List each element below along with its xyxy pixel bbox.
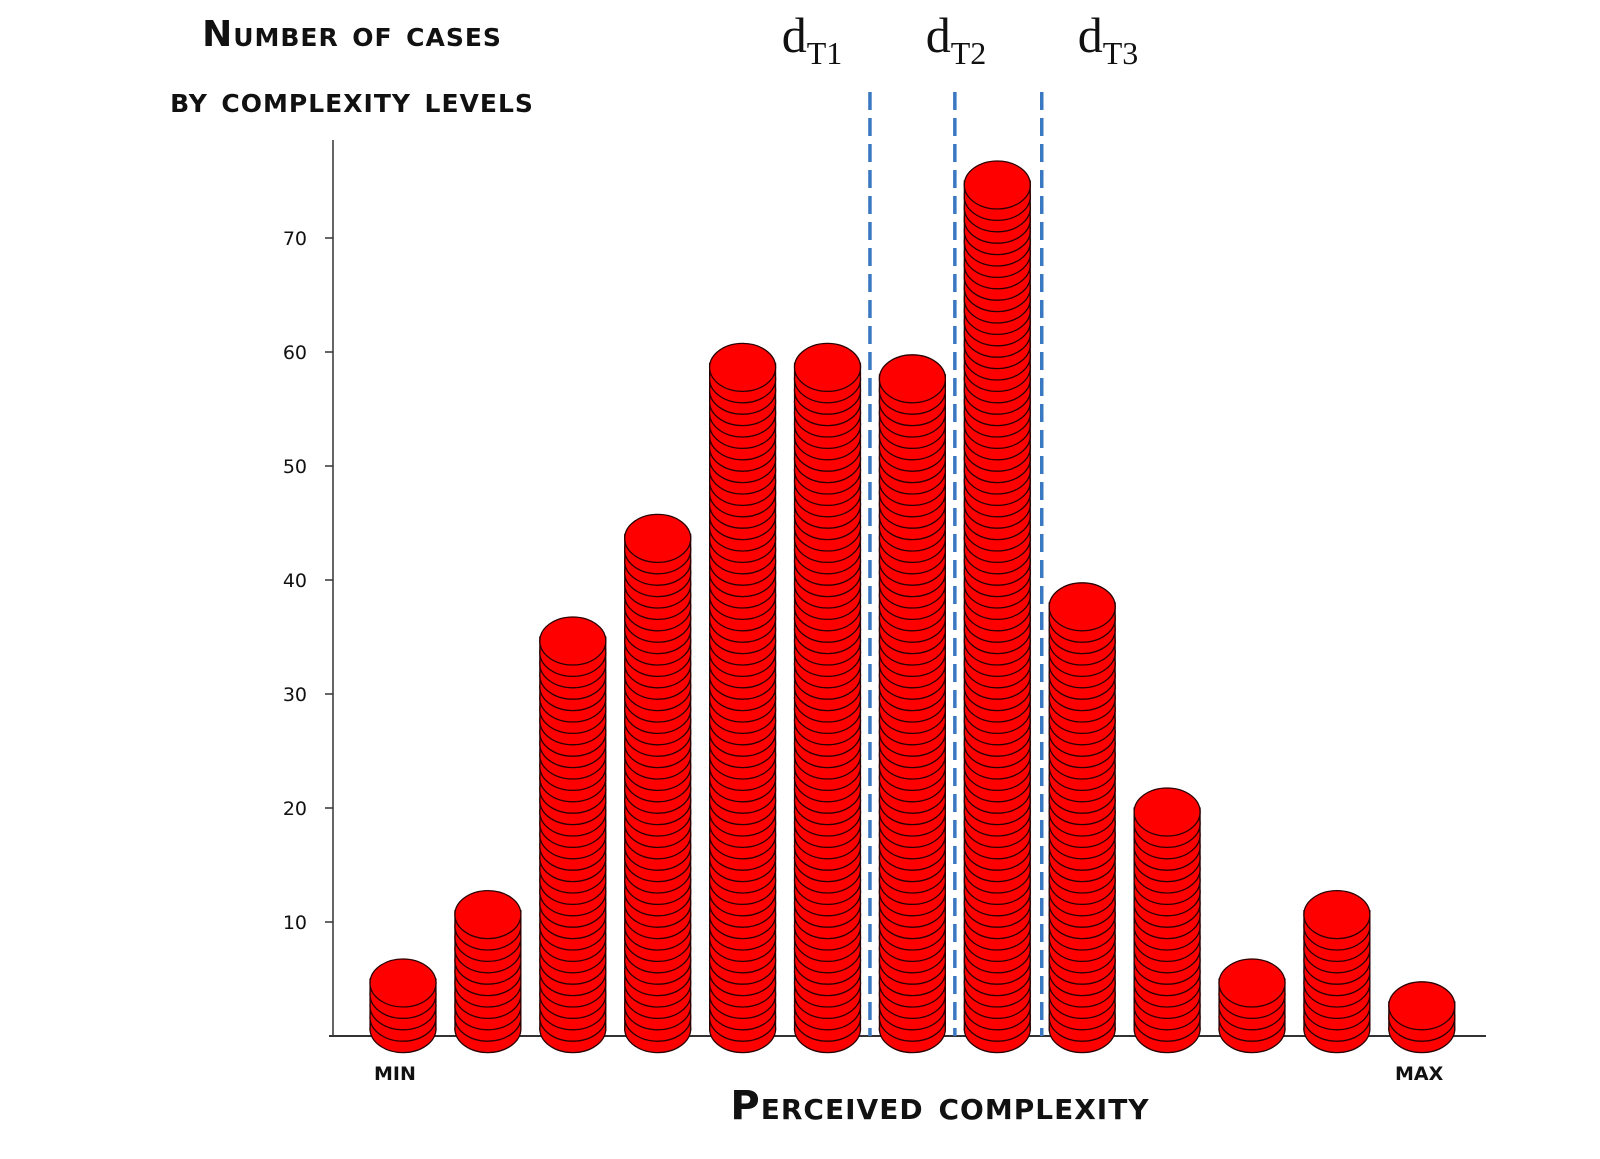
bar-1 bbox=[369, 958, 437, 1054]
bar-7 bbox=[878, 354, 947, 1054]
bar-8 bbox=[963, 160, 1031, 1054]
bar-5 bbox=[708, 342, 777, 1054]
bar-disc bbox=[793, 342, 862, 393]
bar-disc bbox=[708, 342, 777, 393]
y-tick-label: 30 bbox=[283, 684, 307, 706]
bar-2 bbox=[454, 889, 522, 1054]
bar-3 bbox=[539, 616, 607, 1054]
bar-disc bbox=[1133, 787, 1201, 837]
threshold-label-dt2: dT2 bbox=[925, 7, 987, 71]
y-tick-label: 70 bbox=[283, 228, 307, 250]
bar-13 bbox=[1388, 981, 1456, 1054]
bar-disc bbox=[624, 513, 692, 564]
y-tick-label: 40 bbox=[283, 570, 307, 592]
bar-disc bbox=[1388, 981, 1456, 1031]
x-min-label: MIN bbox=[374, 1063, 416, 1085]
bar-disc bbox=[454, 889, 522, 940]
bar-disc bbox=[1303, 889, 1371, 940]
bar-disc bbox=[539, 616, 607, 666]
bar-12 bbox=[1303, 889, 1371, 1054]
x-axis-title: Perceived complexity bbox=[730, 1083, 1150, 1129]
y-tick-label: 10 bbox=[283, 912, 307, 934]
threshold-label-dt3: dT3 bbox=[1077, 7, 1139, 71]
bar-disc bbox=[1048, 582, 1116, 632]
bar-disc bbox=[963, 160, 1031, 210]
bar-9 bbox=[1048, 582, 1116, 1054]
bar-6 bbox=[793, 342, 862, 1054]
y-axis-title-line1: Number of cases bbox=[202, 14, 502, 55]
bar-disc bbox=[1218, 958, 1286, 1008]
x-max-label: MAX bbox=[1395, 1063, 1444, 1085]
y-tick-label: 20 bbox=[283, 798, 307, 820]
bar-10 bbox=[1133, 787, 1201, 1054]
y-axis-title-line2: by complexity levels bbox=[170, 80, 534, 121]
threshold-label-dt1: dT1 bbox=[781, 7, 843, 71]
bar-disc bbox=[369, 958, 437, 1008]
y-tick-label: 60 bbox=[283, 342, 307, 364]
bar-disc bbox=[878, 354, 947, 404]
y-tick-label: 50 bbox=[283, 456, 307, 478]
bar-4 bbox=[624, 513, 692, 1054]
bar-11 bbox=[1218, 958, 1286, 1054]
